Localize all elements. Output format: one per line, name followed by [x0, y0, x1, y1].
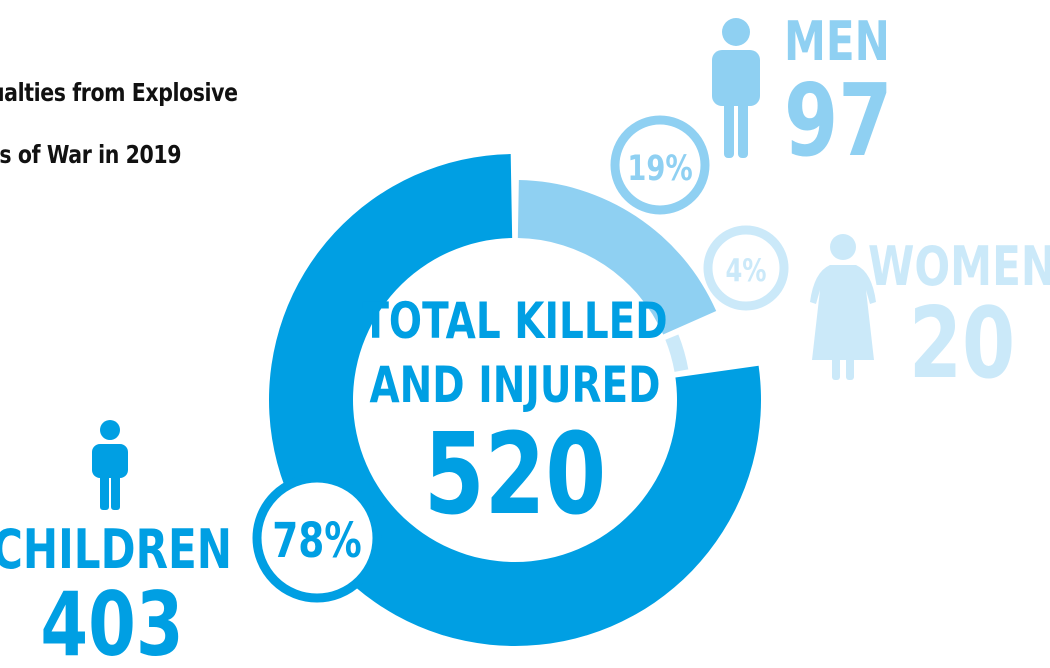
percent-label-women: 4%	[725, 252, 766, 289]
percent-badge-children: 78%	[252, 473, 382, 603]
donut-slice-men	[517, 180, 717, 335]
percent-label-men: 19%	[627, 149, 692, 189]
category-value-women: 20	[909, 286, 1015, 401]
chart-title-line-2: ts of War in 2019	[0, 140, 182, 169]
chart-title-line-1: ualties from Explosive	[0, 78, 238, 107]
percent-label-children: 78%	[272, 514, 362, 570]
child-figure-icon	[92, 420, 128, 510]
donut-slice-children	[269, 154, 761, 647]
center-label-line-2: AND INJURED	[369, 355, 660, 414]
center-label-line-1: TOTAL KILLED	[362, 291, 667, 350]
category-value-men: 97	[784, 64, 893, 180]
category-value-children: 403	[40, 574, 183, 668]
donut-segments	[269, 154, 761, 647]
percent-badge-women: 4%	[703, 225, 789, 311]
chart-title: ualties from Explosive ts of War in 2019	[0, 62, 238, 186]
percent-badge-men: 19%	[610, 115, 710, 215]
woman-figure-icon	[810, 234, 876, 380]
donut-slice-women	[665, 334, 689, 372]
category-label-women: WOMEN	[868, 236, 1050, 298]
man-figure-icon	[712, 18, 760, 158]
category-label-men: MEN	[784, 11, 890, 73]
category-label-children: CHILDREN	[0, 519, 232, 581]
center-total-value: 520	[424, 409, 606, 539]
